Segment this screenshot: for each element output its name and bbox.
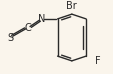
Text: F: F: [94, 56, 100, 66]
Text: N: N: [38, 14, 45, 24]
Text: S: S: [7, 32, 13, 42]
Text: C: C: [24, 23, 31, 33]
Text: Br: Br: [66, 1, 77, 11]
